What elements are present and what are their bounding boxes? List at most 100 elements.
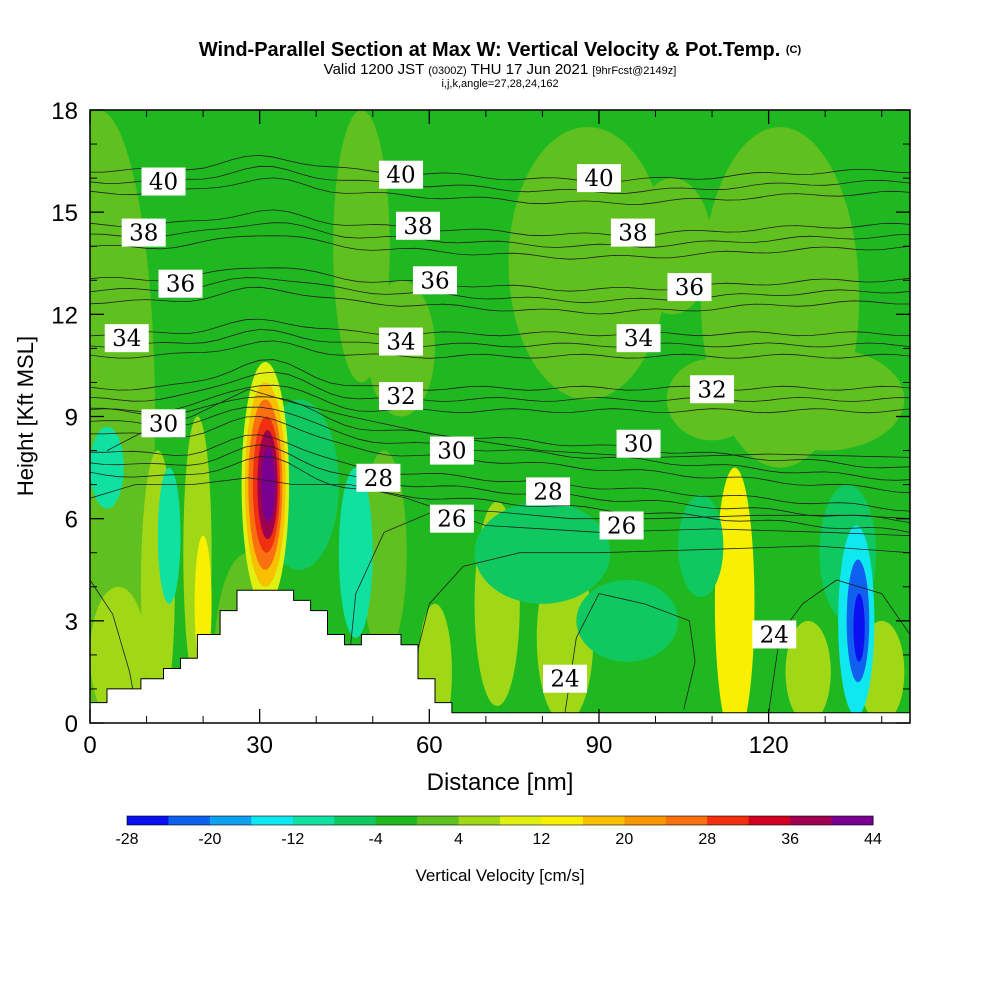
y-tick-label: 12 [51, 302, 78, 329]
theta-label: 28 [533, 479, 562, 505]
theta-contour-low [411, 545, 910, 672]
subtitle-forecast: [9hrFcst@2149z] [592, 65, 677, 77]
theta-label: 38 [618, 221, 647, 247]
y-tick-label: 6 [65, 507, 78, 534]
theta-label: 34 [112, 326, 141, 352]
title-copyright-mark: (C) [785, 44, 802, 56]
theta-label-box [616, 429, 661, 458]
colorbar-swatch [168, 816, 211, 825]
theta-label-box [356, 463, 401, 492]
theta-label: 30 [437, 439, 466, 465]
theta-contour-30 [90, 415, 910, 494]
colorbar-tick-label: 44 [864, 831, 882, 848]
theta-label-box [104, 324, 149, 353]
x-axis-label: Distance [nm] [427, 769, 574, 796]
subtitle-zulu: (0300Z) [428, 65, 467, 77]
velocity-cell [261, 447, 275, 523]
colorbar-swatch [209, 816, 252, 825]
plot-area: 40 40 40 38 38 38 36 36 36 34 34 34 32 32 30 30 30 28 28 26… [90, 110, 910, 723]
chart-subtitle: Valid 1200 JST (0300Z) THU 17 Jun 2021 [… [0, 62, 1000, 79]
theta-label: 28 [364, 466, 393, 492]
colorbar-tick-label: 28 [698, 831, 716, 848]
colorbar-tick-label: -12 [281, 831, 304, 848]
theta-label: 24 [550, 667, 579, 693]
theta-contour-low [90, 579, 136, 703]
subtitle-valid: Valid 1200 JST [323, 61, 425, 78]
chart-subtitle-indices: i,j,k,angle=27,28,24,162 [441, 78, 559, 90]
theta-contour-low [344, 508, 910, 707]
theta-contour-36 [90, 277, 910, 304]
y-tick-label: 9 [65, 405, 78, 432]
title-text: Wind-Parallel Section at Max W: Vertical… [198, 39, 781, 61]
theta-label-box [141, 167, 186, 196]
potential-temperature-contours [90, 154, 910, 713]
theta-label-box [599, 511, 644, 540]
y-tick-label: 3 [65, 609, 78, 636]
theta-contour-34 [90, 329, 910, 348]
velocity-cell [576, 579, 679, 662]
theta-label: 36 [166, 272, 195, 298]
x-tick-label: 60 [416, 732, 443, 759]
velocity-cell [338, 467, 373, 638]
colorbar-swatch [624, 816, 667, 825]
theta-label-box [690, 375, 735, 404]
colorbar-tick-label: 20 [615, 831, 633, 848]
theta-contour-28 [90, 456, 910, 533]
theta-label-box [543, 664, 588, 693]
colorbar-swatch [582, 816, 625, 825]
theta-contour-38 [90, 209, 910, 237]
colorbar-swatch [748, 816, 791, 825]
colorbar-swatch [251, 816, 294, 825]
y-tick-label: 0 [65, 711, 78, 738]
velocity-cell [785, 620, 831, 723]
colorbar-swatch [790, 816, 833, 825]
velocity-filled-contours [90, 110, 905, 723]
theta-label-box [396, 211, 440, 240]
x-tick-label: 30 [246, 732, 273, 759]
theta-label: 30 [624, 432, 653, 458]
colorbar-tick-label: -28 [115, 831, 138, 848]
theta-label-box [379, 382, 424, 411]
colorbar-swatch [417, 816, 460, 825]
x-tick-label: 0 [83, 732, 96, 759]
theta-contour-28 [90, 434, 910, 512]
theta-label: 34 [624, 326, 653, 352]
theta-contour-34 [90, 340, 910, 359]
theta-label: 38 [403, 214, 432, 240]
theta-label: 32 [697, 377, 726, 403]
theta-label: 38 [129, 221, 158, 247]
velocity-cell [678, 494, 724, 597]
theta-label: 34 [386, 330, 415, 356]
theta-contour-36 [90, 267, 910, 292]
colorbar-swatch [707, 816, 750, 825]
theta-contour-38 [90, 222, 910, 248]
theta-contour-32 [90, 384, 910, 414]
theta-label-box [429, 504, 474, 533]
theta-label-box [121, 218, 166, 247]
chart-title: Wind-Parallel Section at Max W: Vertical… [0, 38, 1000, 62]
colorbar-swatch [831, 816, 874, 825]
colorbar-tick-label: 36 [781, 831, 799, 848]
theta-label: 26 [437, 507, 466, 533]
subtitle-date: THU 17 Jun 2021 [470, 61, 589, 78]
theta-contour-28 [90, 444, 910, 523]
theta-label: 40 [386, 163, 415, 189]
theta-contour-low [564, 593, 696, 713]
theta-label: 26 [607, 513, 636, 539]
theta-label: 36 [675, 275, 704, 301]
colorbar-swatch [334, 816, 377, 825]
theta-contour-38 [90, 235, 910, 260]
theta-contour-40 [90, 177, 910, 205]
y-tick-label: 18 [51, 98, 78, 125]
colorbar-swatch [375, 816, 418, 825]
theta-contour-32 [90, 359, 910, 391]
colorbar-tick-label: 4 [454, 831, 463, 848]
theta-contour-36 [90, 286, 910, 315]
colorbar-swatch [292, 816, 335, 825]
theta-label: 24 [760, 622, 789, 648]
theta-label-box [667, 273, 712, 302]
x-tick-label: 90 [586, 732, 613, 759]
colorbar-swatch [541, 816, 584, 825]
theta-contour-30 [90, 406, 910, 481]
